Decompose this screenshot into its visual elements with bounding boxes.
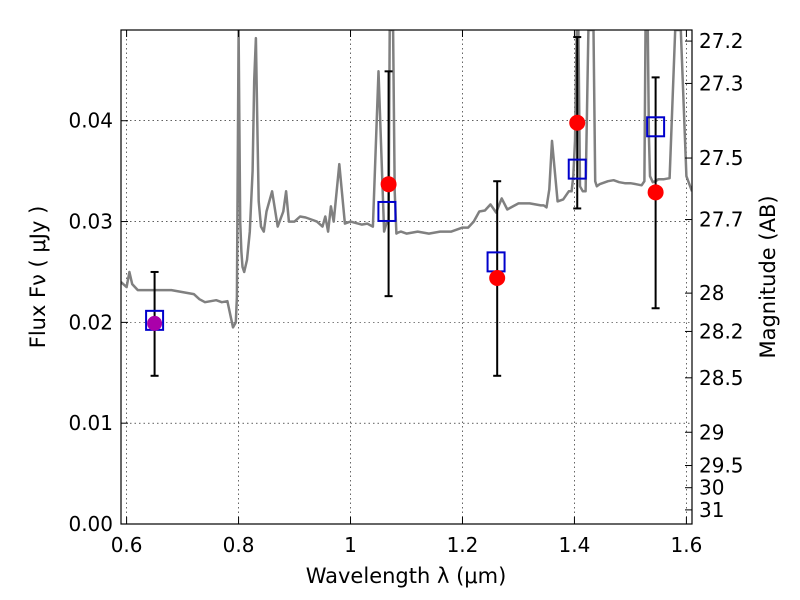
right-tick-label: 27.3 [699, 71, 744, 95]
model-point-square [646, 116, 666, 138]
marker-layer [145, 114, 666, 331]
right-tick-label: 31 [699, 498, 724, 522]
x-axis-label: Wavelength λ (μm) [306, 564, 507, 588]
errorbar-layer [150, 36, 660, 377]
model-point-square [377, 200, 397, 222]
right-tick-label: 29 [699, 420, 724, 444]
x-tick-label: 1.4 [559, 533, 591, 557]
x-tick-label: 1 [344, 533, 357, 557]
x-tick-label: 0.6 [111, 533, 143, 557]
spectrum-line [121, 30, 692, 329]
y-tick-label: 0.01 [68, 411, 113, 435]
right-tick-label: 29.5 [699, 454, 744, 478]
model-point-square [486, 251, 506, 273]
y-tick-label: 0.00 [68, 512, 113, 536]
x-axis-ticks: 0.6 0.8 1 1.2 1.4 1.6 [111, 30, 702, 557]
plot-frame [120, 29, 693, 525]
observed-point [647, 184, 664, 201]
right-tick-label: 27.2 [699, 29, 744, 53]
x-tick-label: 1.6 [670, 533, 702, 557]
observed-point [380, 176, 397, 193]
y-tick-label: 0.04 [68, 109, 113, 133]
right-tick-label: 30 [699, 476, 724, 500]
right-axis-label: Magnitude (AB) [756, 195, 780, 358]
spectrum-layer [121, 30, 692, 329]
x-tick-label: 1.2 [447, 533, 479, 557]
model-point-square [567, 158, 587, 180]
right-tick-label: 27.7 [699, 208, 744, 232]
right-tick-label: 28.2 [699, 319, 744, 343]
y-tick-label: 0.02 [68, 310, 113, 334]
y-tick-label: 0.03 [68, 210, 113, 234]
observed-point-overlap [147, 315, 163, 331]
observed-point [489, 270, 506, 287]
observed-point [569, 114, 586, 131]
y-axis-ticks: 0.00 0.01 0.02 0.03 0.04 [68, 109, 128, 536]
x-tick-label: 0.8 [223, 533, 255, 557]
right-tick-label: 28 [699, 281, 724, 305]
y-axis-label: Flux Fν ( μJy ) [26, 206, 50, 349]
right-tick-label: 28.5 [699, 366, 744, 390]
right-tick-label: 27.5 [699, 146, 744, 170]
grid-lines [121, 30, 692, 525]
